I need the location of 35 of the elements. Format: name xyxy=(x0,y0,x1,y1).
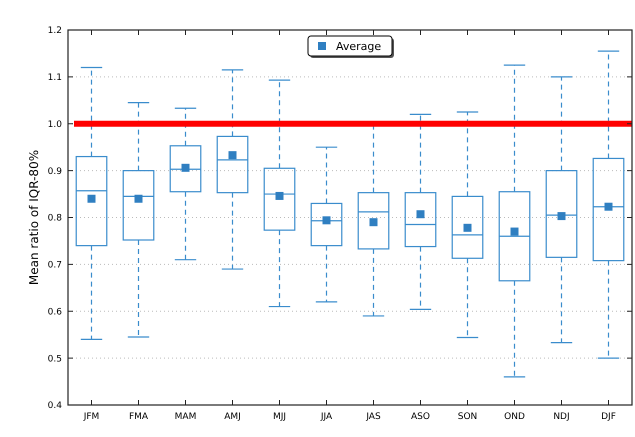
point xyxy=(88,194,96,203)
point xyxy=(182,164,190,172)
y-tick-label: 0.8 xyxy=(48,214,62,224)
x-tick-label: NDJ xyxy=(553,412,570,422)
x-tick-label: FMA xyxy=(128,412,149,422)
y-axis-title: Mean ratio of IQR-80% xyxy=(27,150,41,286)
point xyxy=(416,210,424,218)
point xyxy=(604,202,612,211)
y-tick-label: 0.7 xyxy=(48,260,62,271)
x-tick-label: JJA xyxy=(320,412,333,422)
point xyxy=(134,194,142,203)
y-tick-label: 0.9 xyxy=(48,166,62,177)
x-tick-label: ASO xyxy=(411,412,430,422)
point xyxy=(370,218,378,226)
point xyxy=(558,212,566,220)
x-tick-label: OND xyxy=(504,412,525,422)
y-tick-label: 1.2 xyxy=(48,26,62,36)
y-tick-label: 1.0 xyxy=(48,120,62,130)
x-tick-label: MAM xyxy=(174,412,196,422)
point xyxy=(276,192,284,200)
y-tick-label: 1.1 xyxy=(48,73,62,84)
point xyxy=(228,151,236,160)
y-tick-label: 0.6 xyxy=(48,307,62,318)
y-tick-label: 0.4 xyxy=(48,401,62,412)
point xyxy=(510,228,518,236)
x-tick-label: MJJ xyxy=(272,412,286,422)
x-tick-label: JAS xyxy=(365,412,381,422)
point xyxy=(322,216,330,224)
x-tick-label: DJF xyxy=(601,412,616,422)
x-tick-label: SON xyxy=(458,412,478,422)
legend-label: Average xyxy=(336,40,382,53)
y-tick-label: 0.5 xyxy=(48,354,62,364)
x-tick-label: JFM xyxy=(82,412,100,422)
x-tick-label: AMJ xyxy=(224,412,241,422)
point xyxy=(464,224,472,232)
